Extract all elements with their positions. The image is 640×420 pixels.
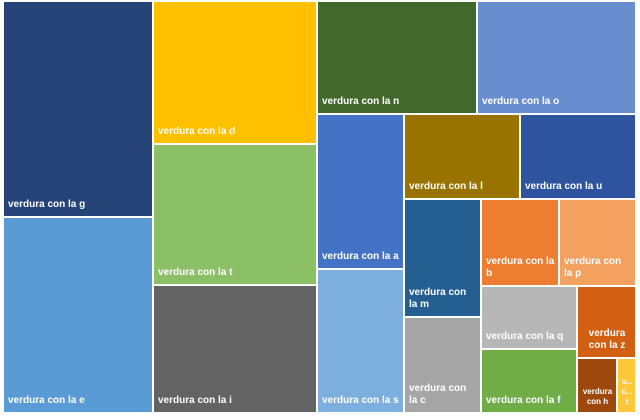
treemap-tile-label: verdura con la a <box>322 251 399 262</box>
treemap-tile-label: verdura con la d <box>158 126 236 137</box>
treemap-tile-label: verdura con la n <box>322 96 400 107</box>
treemap-tile-verdura-con-la-f: verdura con la f <box>482 350 578 414</box>
treemap-tile-verdura-con-la-q: verdura con la q <box>482 287 578 350</box>
treemap-tile-verdura-con-la-s: verdura con la s <box>318 270 405 414</box>
treemap-tile-verdura-con-la-e: verdura con la e <box>4 218 154 414</box>
treemap-tile-label: verdura con la u <box>525 181 603 192</box>
treemap-tile-label: v...c...r <box>621 377 633 406</box>
treemap-tile-label: verdura con la m <box>409 287 467 310</box>
treemap-tile-label: verdura con la e <box>8 395 85 406</box>
treemap-tile-verdura-con-la-c: verdura con la c <box>405 318 482 414</box>
treemap-tile-verdura-con-la-i: verdura con la i <box>154 286 318 414</box>
treemap-tile-verdura-con-la-a: verdura con la a <box>318 115 405 270</box>
treemap-tile-v-c-r: v...c...r <box>618 359 637 414</box>
treemap-tile-label: verdura con la o <box>482 96 560 107</box>
treemap-tile-verdura-con-h: verdura con h <box>578 359 618 414</box>
treemap-tile-label: verdura con la f <box>486 395 561 406</box>
treemap-tile-verdura-con-la-u: verdura con la u <box>521 115 637 200</box>
treemap-tile-label: verdura con la g <box>8 199 86 210</box>
treemap-tile-label: verdura con la l <box>409 181 483 192</box>
treemap-tile-label: verdura con la z <box>588 328 626 351</box>
treemap-tile-label: verdura con la c <box>409 383 467 406</box>
treemap-tile-verdura-con-la-b: verdura con la b <box>482 200 560 287</box>
treemap-tile-verdura-con-la-z: verdura con la z <box>578 287 637 359</box>
treemap-tile-label: verdura con la t <box>158 267 233 278</box>
treemap-tile-label: verdura con la i <box>158 395 232 406</box>
treemap-tile-label: verdura con la p <box>564 256 622 279</box>
treemap-tile-label: verdura con la s <box>322 395 399 406</box>
treemap-tile-verdura-con-la-o: verdura con la o <box>478 2 637 115</box>
treemap-tile-verdura-con-la-l: verdura con la l <box>405 115 521 200</box>
treemap-tile-verdura-con-la-g: verdura con la g <box>4 2 154 218</box>
treemap-tile-label: verdura con la q <box>486 331 564 342</box>
treemap-tile-verdura-con-la-t: verdura con la t <box>154 145 318 286</box>
treemap-tile-label: verdura con la b <box>486 256 555 279</box>
treemap-tile-verdura-con-la-p: verdura con la p <box>560 200 637 287</box>
treemap-tile-label: verdura con h <box>582 387 613 406</box>
treemap-tile-verdura-con-la-d: verdura con la d <box>154 2 318 145</box>
treemap-tile-verdura-con-la-n: verdura con la n <box>318 2 478 115</box>
treemap-tile-verdura-con-la-m: verdura con la m <box>405 200 482 318</box>
